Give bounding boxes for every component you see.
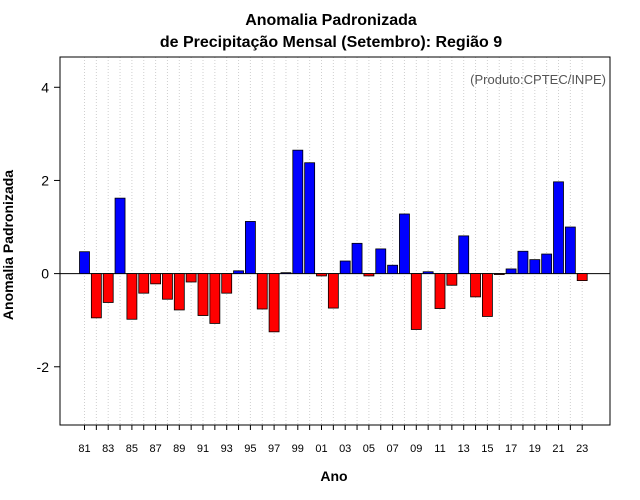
x-tick-label: 81 [78, 443, 90, 455]
chart-subtitle: de Precipitação Mensal (Setembro): Regiã… [160, 34, 502, 51]
bar-2000 [304, 162, 316, 275]
y-tick-label: 2 [41, 172, 49, 188]
bar-2023 [576, 273, 588, 281]
x-tick-label: 85 [126, 443, 138, 455]
bar-1992 [209, 273, 221, 324]
x-tick-label: 03 [339, 443, 351, 455]
y-tick-label: 4 [41, 79, 49, 95]
y-axis: -2 0 2 4 [37, 79, 60, 375]
x-tick-label: 17 [505, 443, 517, 455]
bar-1998 [280, 272, 292, 275]
x-tick-label: 19 [529, 443, 541, 455]
x-tick-label: 93 [221, 443, 233, 455]
bar-1991 [197, 273, 209, 316]
x-tick-label: 97 [268, 443, 280, 455]
x-tick-label: 99 [292, 443, 304, 455]
x-tick-label: 89 [173, 443, 185, 455]
x-tick-label: 91 [197, 443, 209, 455]
x-tick-label: 07 [386, 443, 398, 455]
x-axis-label: Ano [320, 468, 347, 484]
bar-1996 [256, 273, 268, 310]
x-tick-label: 87 [149, 443, 161, 455]
plot-frame [59, 56, 611, 426]
x-tick-label: 83 [102, 443, 114, 455]
bar-2002 [327, 273, 339, 309]
bar-2022 [564, 226, 576, 275]
x-tick-label: 05 [363, 443, 375, 455]
bar-2003 [339, 260, 351, 275]
y-axis-label: Anomalia Padronizada [0, 170, 16, 320]
bar-2001 [316, 273, 327, 277]
bar-2017 [505, 268, 517, 275]
bar-2011 [434, 273, 446, 309]
bar-1984 [114, 197, 126, 275]
bar-1994 [233, 270, 244, 275]
bar-2014 [470, 273, 481, 298]
x-tick-label: 13 [458, 443, 470, 455]
bar-2009 [410, 273, 422, 330]
x-tick-label: 15 [481, 443, 493, 455]
bar-1985 [126, 273, 138, 320]
bar-1986 [138, 273, 150, 294]
source-annotation: (Produto:CPTEC/INPE) [470, 72, 606, 87]
bar-1999 [292, 149, 304, 275]
bar-1983 [102, 273, 114, 303]
x-axis: 81 83 85 87 89 91 93 95 97 99 01 03 05 07 09 11 13 15 17 19… [78, 425, 588, 455]
bar-2016 [493, 273, 505, 275]
grid-lines [84, 57, 583, 425]
bar-1993 [221, 273, 233, 294]
x-tick-label: 95 [244, 443, 256, 455]
bar-1987 [150, 273, 162, 285]
bar-1990 [185, 273, 197, 283]
chart-title: Anomalia Padronizada [245, 12, 417, 29]
bar-2019 [529, 259, 541, 275]
x-tick-label: 21 [552, 443, 564, 455]
bar-1981 [79, 251, 90, 275]
bars [79, 149, 588, 333]
x-tick-label: 01 [315, 443, 327, 455]
bar-2021 [553, 181, 564, 275]
bar-2012 [446, 273, 458, 286]
bar-1997 [268, 273, 280, 333]
x-tick-label: 23 [576, 443, 588, 455]
bar-2018 [517, 250, 529, 275]
y-tick-label: -2 [37, 359, 50, 375]
bar-1982 [90, 273, 102, 319]
bar-2005 [363, 273, 375, 277]
bar-2013 [458, 235, 470, 275]
bar-2008 [399, 213, 410, 275]
bar-2010 [422, 271, 434, 275]
y-tick-label: 0 [41, 266, 49, 282]
bar-1988 [162, 273, 173, 300]
x-tick-label: 09 [410, 443, 422, 455]
x-tick-label: 11 [434, 443, 445, 455]
bar-2007 [387, 264, 399, 275]
bar-2020 [541, 253, 553, 275]
bar-2004 [351, 242, 363, 275]
bar-1989 [173, 273, 185, 311]
bar-2006 [375, 248, 387, 275]
bar-1995 [244, 221, 256, 275]
bar-2015 [481, 273, 493, 317]
